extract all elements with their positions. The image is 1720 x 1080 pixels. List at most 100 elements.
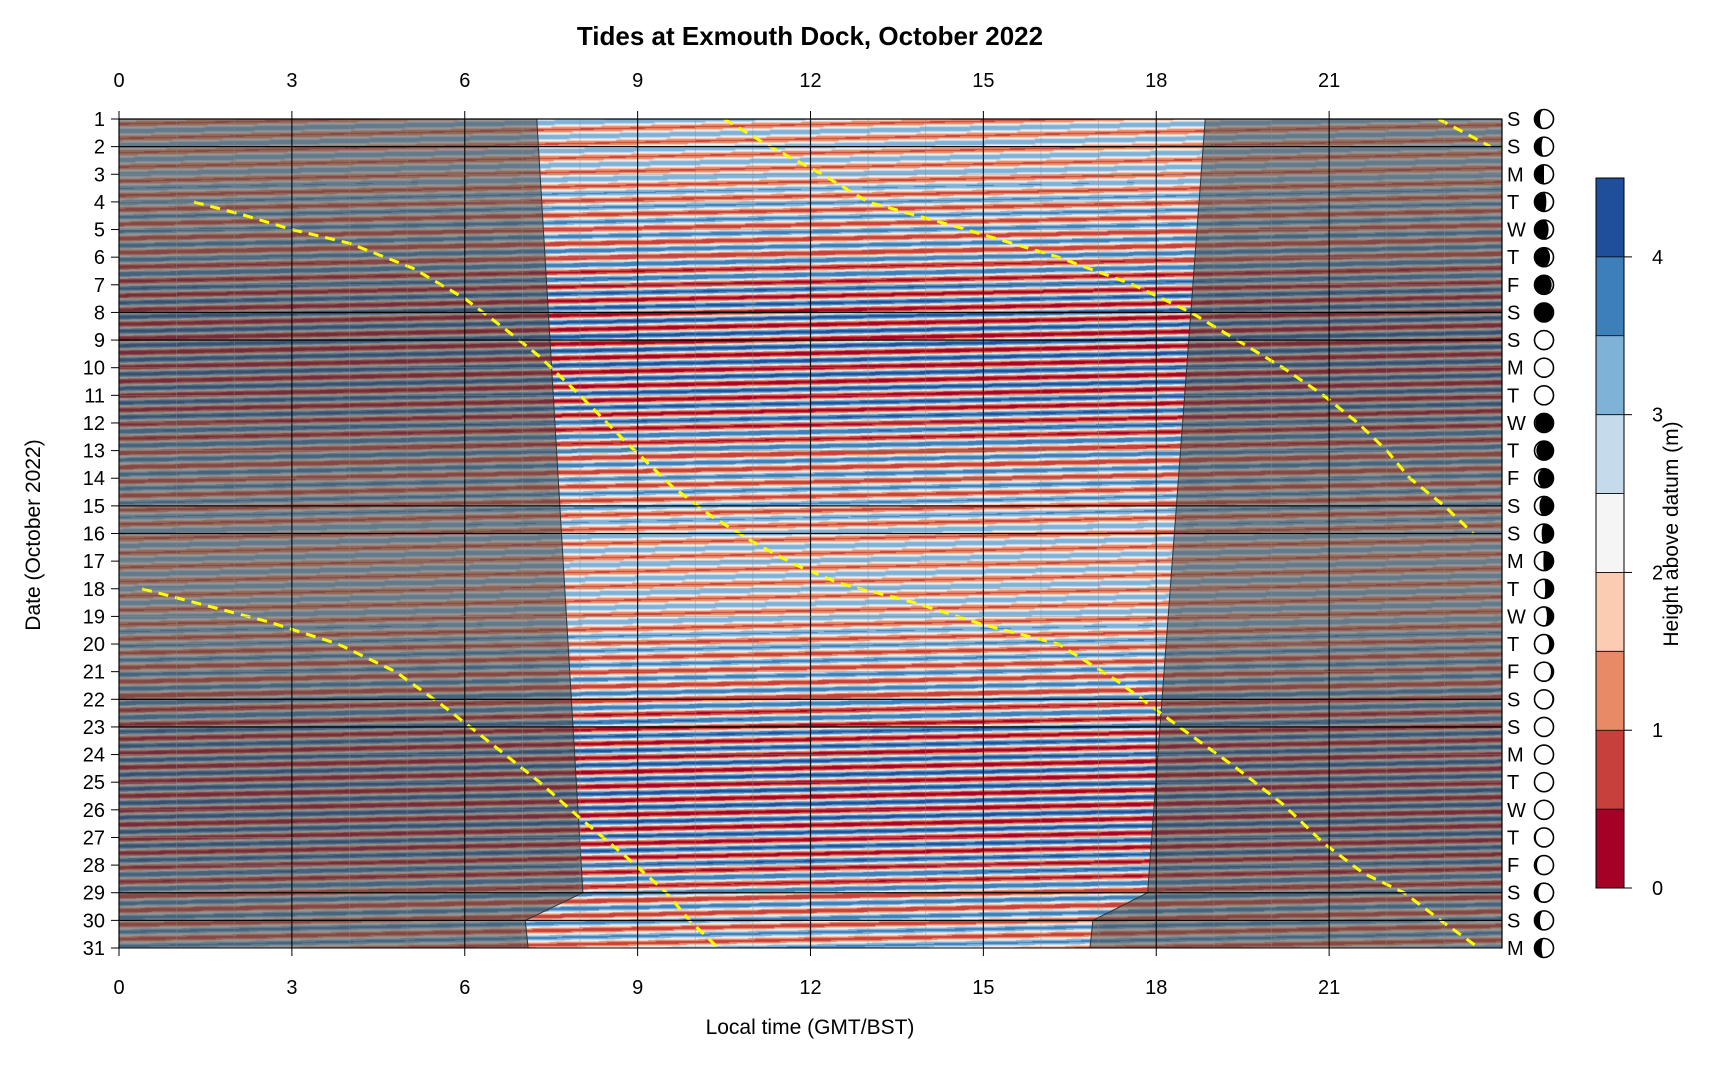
- colorbar-segment: [1596, 256, 1624, 336]
- moon-phase-icon: [1533, 771, 1555, 793]
- moon-phase-icon: [1533, 578, 1555, 600]
- x-tick-label-top: 3: [286, 70, 297, 92]
- y-tick-label: 10: [83, 358, 105, 380]
- y-tick-label: 6: [94, 247, 105, 269]
- colorbar: 0 1 2 3 4: [1595, 177, 1663, 900]
- moon-phase-icon: [1533, 937, 1555, 959]
- high-water-line: [1437, 119, 1492, 148]
- colorbar-frame: [1595, 177, 1625, 889]
- colorbar-segment: [1596, 651, 1624, 731]
- moon-phase-icon: [1533, 191, 1555, 213]
- weekday-letter: W: [1507, 606, 1526, 628]
- moon-phase-icon: [1533, 688, 1555, 710]
- x-tick-label-bottom: 15: [972, 977, 994, 999]
- weekday-letter: S: [1507, 524, 1520, 546]
- y-tick-label: 16: [83, 524, 105, 546]
- y-tick-label: 25: [83, 772, 105, 794]
- moon-phase-icon: [1533, 661, 1555, 682]
- moon-phase-icon: [1533, 910, 1555, 931]
- moon-phase-icon: [1533, 163, 1555, 185]
- weekday-letter: M: [1507, 358, 1524, 380]
- x-axis-top: 0 3 6 9 12 15 18 21: [113, 70, 1340, 119]
- y-tick-label: 27: [83, 827, 105, 849]
- weekday-letter: M: [1507, 551, 1524, 573]
- moon-phase-icon: [1533, 827, 1555, 848]
- y-tick-label: 8: [94, 302, 105, 324]
- weekday-letter: T: [1507, 579, 1519, 601]
- weekday-letter: F: [1507, 275, 1519, 297]
- weekday-letter: S: [1507, 137, 1520, 159]
- y-tick-label: 14: [83, 468, 105, 490]
- colorbar-segment: [1596, 414, 1624, 494]
- moon-phase-icon: [1533, 136, 1555, 157]
- weekday-letter: W: [1507, 220, 1526, 242]
- weekday-letter: S: [1507, 330, 1520, 352]
- y-tick-label: 19: [83, 606, 105, 628]
- x-tick-label-bottom: 6: [459, 977, 470, 999]
- colorbar-segment: [1596, 493, 1624, 573]
- y-tick-label: 15: [83, 496, 105, 518]
- x-tick-label-top: 12: [799, 70, 821, 92]
- y-tick-label: 13: [83, 441, 105, 463]
- moon-phase-icon: [1533, 219, 1555, 240]
- moon-phase-icon: [1533, 799, 1555, 821]
- x-tick-label-top: 6: [459, 70, 470, 92]
- moon-phase-icon: [1533, 357, 1555, 379]
- moon-phase-icon: [1533, 495, 1555, 517]
- moon-phase-icon: [1533, 633, 1555, 655]
- weekday-letter: S: [1507, 689, 1520, 711]
- y-tick-label: 28: [83, 855, 105, 877]
- moon-phase-icon: [1533, 385, 1555, 406]
- y-tick-label: 29: [83, 883, 105, 905]
- y-tick-label: 18: [83, 579, 105, 601]
- moon-phase-icon: [1533, 716, 1555, 738]
- y-tick-label: 7: [94, 275, 105, 297]
- moon-phase-icon: [1533, 882, 1555, 904]
- colorbar-segment: [1596, 730, 1624, 810]
- weekday-letter: W: [1507, 413, 1526, 435]
- weekday-letter: T: [1507, 247, 1519, 269]
- weekday-letter: M: [1507, 938, 1524, 960]
- weekday-letter: T: [1507, 634, 1519, 656]
- moon-phase-icon: [1533, 108, 1555, 130]
- moon-phase-icon: [1533, 523, 1555, 544]
- y-tick-label: 20: [83, 634, 105, 656]
- moon-phase-icon: [1533, 274, 1555, 296]
- y-tick-label: 31: [83, 938, 105, 960]
- weekday-letter: W: [1507, 800, 1526, 822]
- grid: [118, 118, 1503, 949]
- moon-phase-icon: [1533, 744, 1555, 765]
- y-tick-label: 23: [83, 717, 105, 739]
- x-axis-label: Local time (GMT/BST): [706, 1016, 915, 1039]
- weekday-letter: T: [1507, 441, 1519, 463]
- moon-phase-icon: [1533, 854, 1555, 876]
- y-tick-label: 4: [94, 192, 105, 214]
- y-tick-label: 17: [83, 551, 105, 573]
- moon-phase-icon: [1533, 467, 1555, 489]
- colorbar-segment: [1596, 809, 1624, 888]
- weekday-letter: T: [1507, 772, 1519, 794]
- x-tick-label-top: 9: [632, 70, 643, 92]
- x-tick-label-bottom: 21: [1318, 977, 1340, 999]
- weekday-letter: F: [1507, 662, 1519, 684]
- moon-phase-icon: [1533, 329, 1555, 351]
- y-tick-label: 24: [83, 745, 105, 767]
- weekday-letter: S: [1507, 496, 1520, 518]
- weekday-letter: F: [1507, 468, 1519, 490]
- y-axis-label: Date (October 2022): [22, 439, 45, 630]
- colorbar-tick-label: 3: [1652, 405, 1663, 427]
- y-tick-label: 3: [94, 164, 105, 186]
- x-tick-label-top: 15: [972, 70, 994, 92]
- weekday-letter: T: [1507, 192, 1519, 214]
- weekday-letter: F: [1507, 855, 1519, 877]
- y-tick-label: 26: [83, 800, 105, 822]
- colorbar-label: Height above datum (m): [1660, 421, 1683, 646]
- colorbar-tick-label: 4: [1652, 247, 1663, 269]
- colorbar-tick-label: 2: [1652, 562, 1663, 584]
- moon-phase-icon: [1533, 412, 1555, 434]
- weekday-letter: T: [1507, 385, 1519, 407]
- weekday-letter: M: [1507, 745, 1524, 767]
- y-tick-label: 21: [83, 662, 105, 684]
- y-tick-label: 2: [94, 137, 105, 159]
